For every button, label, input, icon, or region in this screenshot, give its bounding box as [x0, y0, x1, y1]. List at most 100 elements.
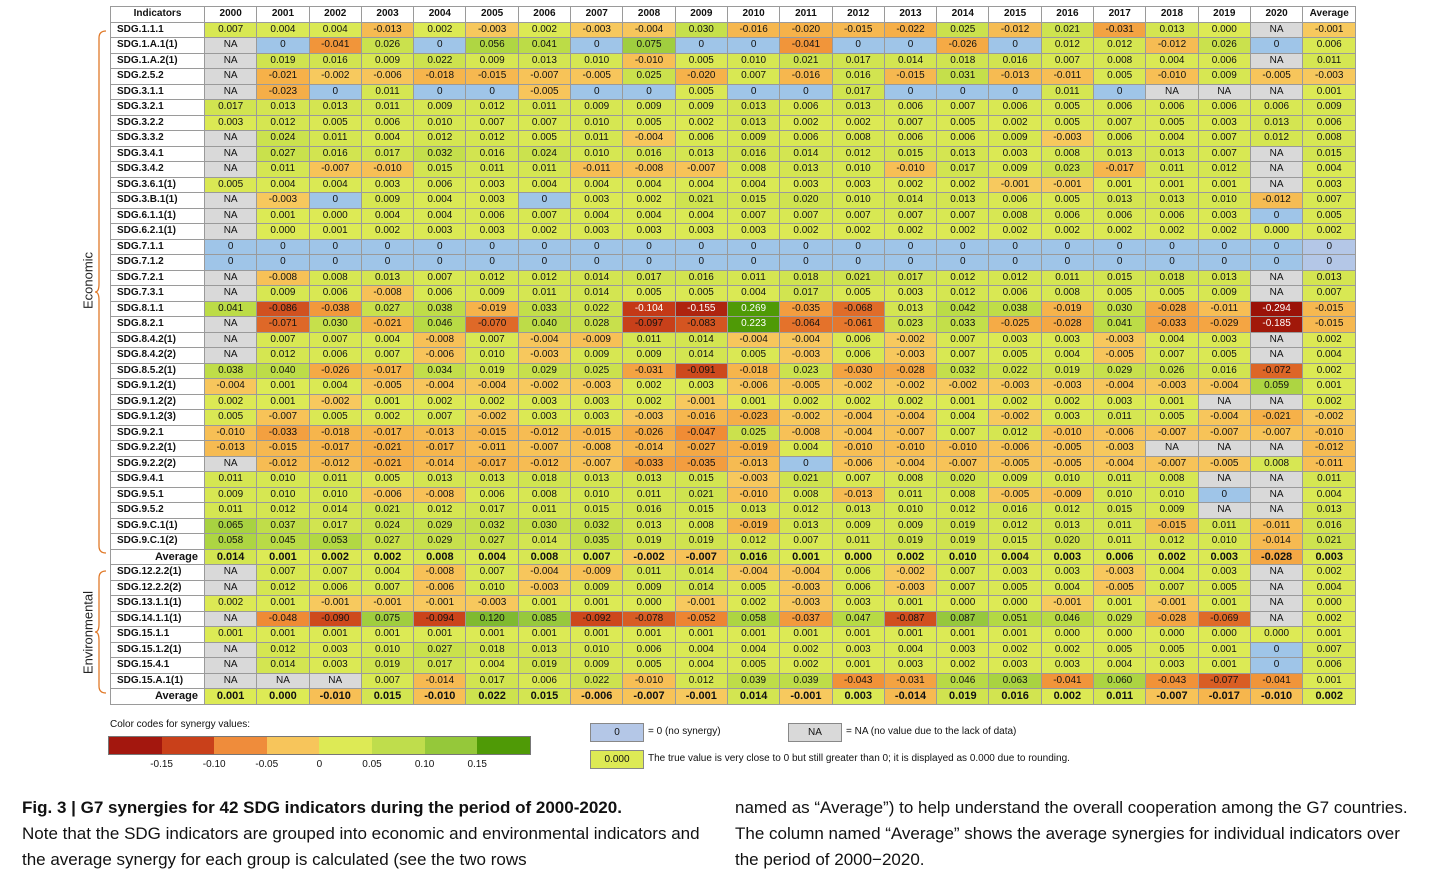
synergy-cell: -0.037 — [779, 610, 833, 627]
synergy-cell: 0.003 — [570, 192, 624, 209]
synergy-cell: 0.017 — [360, 145, 415, 162]
synergy-cell: -0.007 — [1197, 424, 1251, 441]
synergy-cell: -0.001 — [988, 176, 1042, 193]
indicator-label: SDG.15.1.1 — [110, 626, 205, 643]
indicator-label: SDG.9.C.1(1) — [110, 517, 205, 534]
synergy-cell: 0.014 — [570, 269, 624, 286]
synergy-cell: -0.086 — [256, 300, 310, 317]
indicator-label: SDG.9.C.1(2) — [110, 533, 205, 550]
synergy-cell: 0.038 — [203, 362, 258, 379]
synergy-cell: 0.004 — [1093, 657, 1147, 674]
synergy-cell: 0.005 — [203, 176, 258, 193]
synergy-cell: -0.019 — [1040, 300, 1095, 317]
synergy-cell: 0.015 — [674, 471, 728, 488]
synergy-cell: -0.007 — [622, 688, 676, 705]
synergy-cell: 0.010 — [570, 114, 624, 131]
synergy-cell: 0.010 — [883, 502, 938, 519]
row-average-cell: 0.009 — [1302, 99, 1357, 116]
synergy-cell: 0.002 — [203, 595, 258, 612]
synergy-cell: -0.018 — [726, 362, 781, 379]
indicator-label: SDG.8.2.1 — [110, 316, 205, 333]
synergy-cell: -0.011 — [465, 440, 519, 457]
synergy-cell: -0.014 — [883, 688, 938, 705]
synergy-cell: 0 — [988, 254, 1042, 271]
synergy-cell: 0.011 — [308, 471, 362, 488]
synergy-cell: 0.000 — [1145, 626, 1199, 643]
synergy-cell: 0.022 — [570, 300, 624, 317]
synergy-cell: NA — [1249, 83, 1304, 100]
synergy-cell: 0.011 — [1040, 269, 1095, 286]
synergy-cell: 0.029 — [1093, 610, 1147, 627]
synergy-cell: 0.005 — [1093, 68, 1147, 85]
synergy-cell: 0 — [1249, 238, 1304, 255]
synergy-cell: 0.017 — [465, 672, 519, 689]
row-average-cell: 0.021 — [1302, 533, 1357, 550]
synergy-cell: 0.075 — [360, 610, 415, 627]
synergy-cell: -0.003 — [256, 192, 310, 209]
synergy-cell: -0.003 — [465, 21, 519, 38]
synergy-cell: 0.013 — [1145, 145, 1199, 162]
synergy-cell: NA — [308, 672, 362, 689]
synergy-cell: 0.003 — [988, 657, 1042, 674]
synergy-cell: 0.011 — [517, 161, 572, 178]
synergy-cell: -0.015 — [570, 424, 624, 441]
synergy-cell: 0 — [726, 238, 781, 255]
synergy-cell: 0.012 — [1093, 37, 1147, 54]
synergy-cell: 0.042 — [936, 300, 990, 317]
synergy-cell: 0.045 — [256, 533, 310, 550]
synergy-cell: -0.104 — [622, 300, 676, 317]
synergy-cell: -0.026 — [936, 37, 990, 54]
synergy-cell: -0.005 — [1040, 455, 1095, 472]
synergy-cell: -0.012 — [308, 455, 362, 472]
row-average-cell: 0.013 — [1302, 269, 1357, 286]
synergy-cell: 0.004 — [256, 21, 310, 38]
synergy-cell: 0.002 — [1040, 688, 1095, 705]
indicator-row: SDG.1.A.2(1) NA 0.019 0.016 0.009 0.022 0.009 0… — [110, 52, 1357, 69]
synergy-cell: -0.004 — [203, 378, 258, 395]
synergy-cell: 0.007 — [936, 99, 990, 116]
synergy-cell: 0.037 — [256, 517, 310, 534]
average-label: Average — [110, 548, 205, 565]
synergy-cell: 0.004 — [517, 176, 572, 193]
synergy-cell: -0.028 — [883, 362, 938, 379]
synergy-cell: 0.003 — [517, 393, 572, 410]
synergy-cell: NA — [203, 564, 258, 581]
indicator-row: SDG.8.5.2(1) 0.038 0.040 -0.026 -0.017 0.034 0… — [110, 362, 1357, 379]
synergy-cell: -0.041 — [1249, 672, 1304, 689]
synergy-cell: NA — [1249, 393, 1304, 410]
header-year: 2003 — [360, 6, 415, 23]
synergy-cell: NA — [1197, 393, 1251, 410]
synergy-cell: 0.010 — [1145, 486, 1199, 503]
synergy-cell: 0 — [674, 238, 728, 255]
synergy-cell: -0.008 — [570, 440, 624, 457]
synergy-cell: 0.085 — [517, 610, 572, 627]
synergy-cell: 0.004 — [1040, 347, 1095, 364]
synergy-cell: 0.015 — [674, 502, 728, 519]
synergy-cell: -0.002 — [831, 378, 885, 395]
synergy-cell: 0 — [1249, 207, 1304, 224]
synergy-cell: -0.011 — [1197, 300, 1251, 317]
header-year: 2018 — [1145, 6, 1199, 23]
synergy-cell: 0.011 — [308, 130, 362, 147]
synergy-cell: 0.058 — [203, 533, 258, 550]
synergy-cell: 0.007 — [1145, 579, 1199, 596]
synergy-cell: 0.008 — [1093, 52, 1147, 69]
row-average-cell: -0.012 — [1302, 440, 1357, 457]
synergy-cell: -0.021 — [1249, 409, 1304, 426]
synergy-cell: 0.002 — [1040, 393, 1095, 410]
row-average-cell: 0.001 — [1302, 626, 1357, 643]
indicator-row: SDG.2.5.2 NA -0.021 -0.002 -0.006 -0.018 -0.01… — [110, 68, 1357, 85]
indicator-row: SDG.9.5.2 0.011 0.012 0.014 0.021 0.012 0.017 0… — [110, 502, 1357, 519]
synergy-cell: 0.004 — [256, 176, 310, 193]
synergy-cell: NA — [203, 331, 258, 348]
synergy-cell: -0.003 — [622, 409, 676, 426]
synergy-cell: 0.004 — [779, 440, 833, 457]
synergy-cell: -0.010 — [831, 440, 885, 457]
synergy-cell: -0.005 — [988, 455, 1042, 472]
synergy-cell: 0.005 — [1197, 579, 1251, 596]
synergy-cell: 0.026 — [1145, 362, 1199, 379]
synergy-cell: 0.001 — [831, 657, 885, 674]
synergy-cell: 0.041 — [1093, 316, 1147, 333]
synergy-cell: 0.007 — [779, 207, 833, 224]
synergy-cell: -0.004 — [883, 409, 938, 426]
